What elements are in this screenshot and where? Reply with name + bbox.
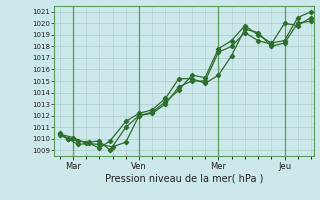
X-axis label: Pression niveau de la mer( hPa ): Pression niveau de la mer( hPa )	[105, 173, 263, 183]
